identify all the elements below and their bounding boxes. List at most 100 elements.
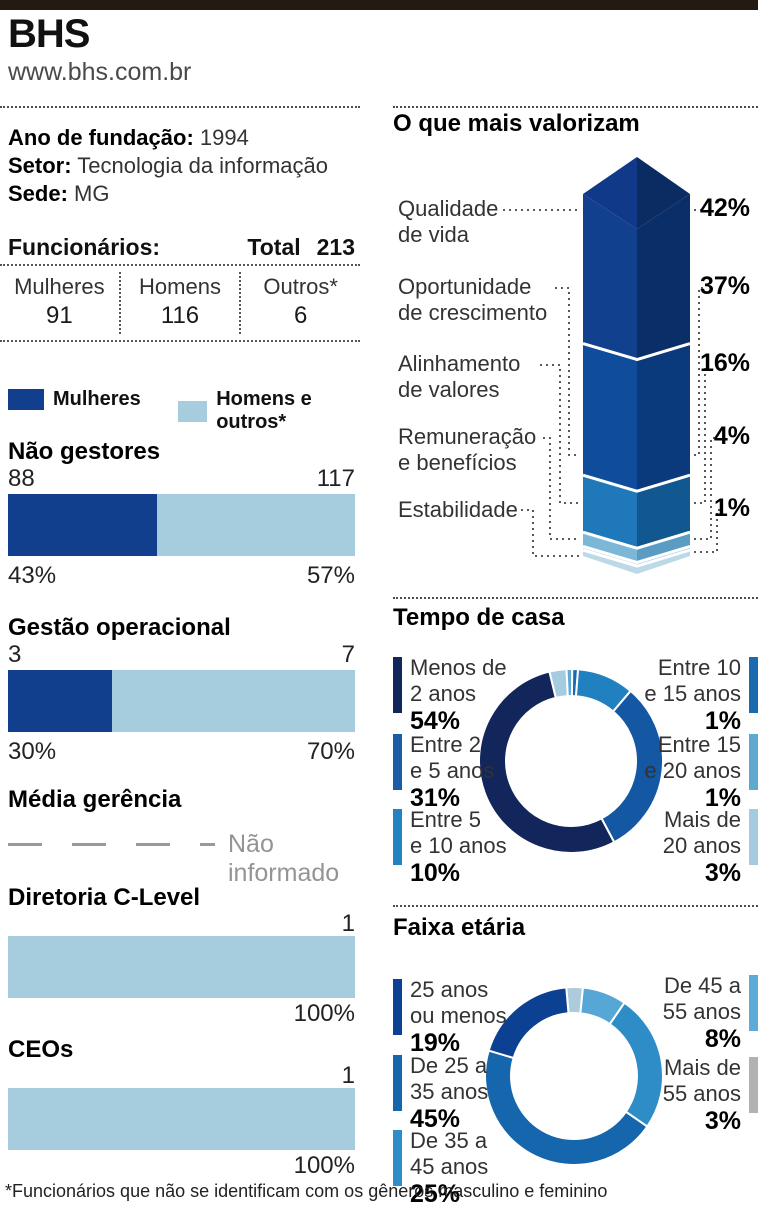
company-info-list: Ano de fundação: 1994 Setor: Tecnologia d…: [8, 124, 358, 208]
employees-cell-value: 6: [294, 302, 308, 329]
bar-section-0: Não gestores 88 117 43% 57%: [8, 438, 355, 598]
legend-swatch: [178, 400, 208, 422]
company-info-line: Sede: MG: [8, 181, 110, 206]
bar-segment-men-others: [8, 936, 355, 998]
column-segment-front: [583, 194, 637, 360]
gender-legend-item: Mulheres: [8, 388, 141, 411]
employees-cell: Mulheres 91: [0, 272, 119, 334]
legend-swatch: [393, 657, 402, 713]
employees-breakdown-table: Mulheres 91 Homens 116 Outros* 6: [0, 264, 360, 342]
segment-seam: [582, 530, 691, 550]
dotted-divider: [0, 106, 360, 108]
legend-pct: 19%: [410, 1029, 461, 1057]
column-segment-side: [637, 194, 690, 360]
legend-pct: 3%: [704, 859, 741, 887]
tempo-title: Tempo de casa: [393, 604, 565, 631]
donut-slice: [484, 1049, 649, 1166]
segment-seam: [582, 545, 691, 565]
count-right: 1: [341, 1062, 355, 1089]
column-segment-side: [637, 475, 690, 549]
valorizam-figure: Qualidade de vida 42% Oportunidade de cresci…: [393, 143, 758, 595]
bar-segment-women: [8, 670, 113, 732]
company-info-line: Setor: Tecnologia da informação: [8, 153, 328, 178]
legend-pct: 3%: [704, 1107, 741, 1135]
legend-label: 25 anos ou menos 19%: [410, 977, 528, 1058]
legend-pct: 25%: [410, 1180, 461, 1208]
valorizam-category-label: Oportunidade de crescimento: [398, 274, 548, 325]
bar-segment-men-others: [8, 1088, 355, 1150]
bar-section-4: CEOs 1 100%: [8, 1036, 355, 1196]
pct-left: 43%: [8, 562, 57, 589]
legend-pct: 31%: [410, 784, 461, 812]
legend-label: Mais de 55 anos 3%: [623, 1055, 741, 1136]
dotted-divider: [393, 905, 758, 907]
legend-label: De 45 a 55 anos 8%: [623, 973, 741, 1054]
legend-label: Mulheres: [53, 388, 141, 410]
footnote: *Funcionários que não se identificam com…: [5, 1181, 608, 1201]
legend-pct: 54%: [410, 707, 461, 735]
employees-label: Funcionários:: [8, 234, 161, 260]
donut-legend-item: Mais de 55 anos 3%: [623, 1055, 758, 1136]
count-right: 1: [341, 910, 355, 937]
bar-segment-women: [8, 494, 158, 556]
donut-legend-item: Entre 10 e 15 anos 1%: [623, 655, 758, 736]
pct-left: 30%: [8, 738, 57, 765]
tempo-de-casa-donut-chart: [478, 667, 664, 854]
gender-legend: Mulheres Homens e outros*: [8, 388, 355, 433]
column-segment-side: [637, 532, 690, 563]
employees-cell-label: Mulheres: [14, 274, 105, 299]
donut-legend-item: Mais de 20 anos 3%: [623, 807, 758, 888]
donut-slice: [478, 670, 616, 854]
dash-mark: [200, 843, 215, 846]
donut-legend-item: 25 anos ou menos 19%: [393, 977, 528, 1058]
top-black-bar: [0, 0, 758, 10]
dotted-leader-line: [540, 364, 580, 504]
segment-seam: [582, 473, 691, 493]
valorizam-category-label: Estabilidade: [398, 497, 518, 522]
bar-section-1: Gestão operacional 3 7 30% 70%: [8, 614, 355, 774]
employees-cell: Homens 116: [118, 272, 240, 334]
legend-swatch: [749, 657, 758, 713]
bar-section-title: Média gerência: [8, 786, 182, 813]
column-segment-side: [637, 343, 690, 492]
pct-right: 70%: [306, 738, 355, 765]
info-label: Setor:: [8, 153, 72, 178]
bar-segment-men-others: [157, 494, 355, 556]
count-right: 117: [316, 465, 355, 492]
legend-pct: 8%: [704, 1025, 741, 1053]
dotted-leader-line: [694, 287, 706, 456]
count-left: 3: [8, 641, 22, 668]
employees-cell-label: Outros*: [263, 274, 338, 299]
legend-swatch: [749, 809, 758, 865]
valorizam-category-label: Alinhamento de valores: [398, 351, 521, 402]
dash-mark: [72, 843, 106, 846]
employees-header: Funcionários: Total 213: [8, 234, 355, 261]
employees-total: Total 213: [247, 234, 355, 261]
faixa-donut-figure: 25 anos ou menos 19% De 25 a 35 anos 45% De 35…: [393, 945, 758, 1214]
company-info-line: Ano de fundação: 1994: [8, 125, 249, 150]
dotted-leader-line: [694, 437, 718, 540]
donut-legend-item: De 45 a 55 anos 8%: [623, 973, 758, 1054]
dotted-leader-line: [694, 509, 724, 553]
valorizam-title: O que mais valorizam: [393, 110, 640, 137]
split-bar: [8, 670, 355, 732]
dotted-leader-line: [521, 509, 581, 557]
website-link[interactable]: www.bhs.com.br: [8, 58, 192, 86]
legend-label: Mais de 20 anos 3%: [623, 807, 741, 888]
dash-mark: [136, 843, 170, 846]
donut-legend-item: Menos de 2 anos 54%: [393, 655, 528, 736]
segment-seam: [582, 342, 691, 362]
column-segment-front: [583, 343, 637, 492]
valorizam-value-label: 1%: [713, 494, 750, 522]
legend-swatch: [749, 734, 758, 790]
full-bar: [8, 1088, 355, 1150]
pct-right: 100%: [293, 1152, 355, 1179]
column-segment-front: [583, 475, 637, 549]
employees-cell-value: 91: [45, 302, 73, 329]
bar-section-title: Gestão operacional: [8, 614, 231, 641]
legend-label: Homens e outros*: [216, 388, 312, 433]
split-bar: [8, 494, 355, 556]
column-top-face: [637, 157, 690, 229]
